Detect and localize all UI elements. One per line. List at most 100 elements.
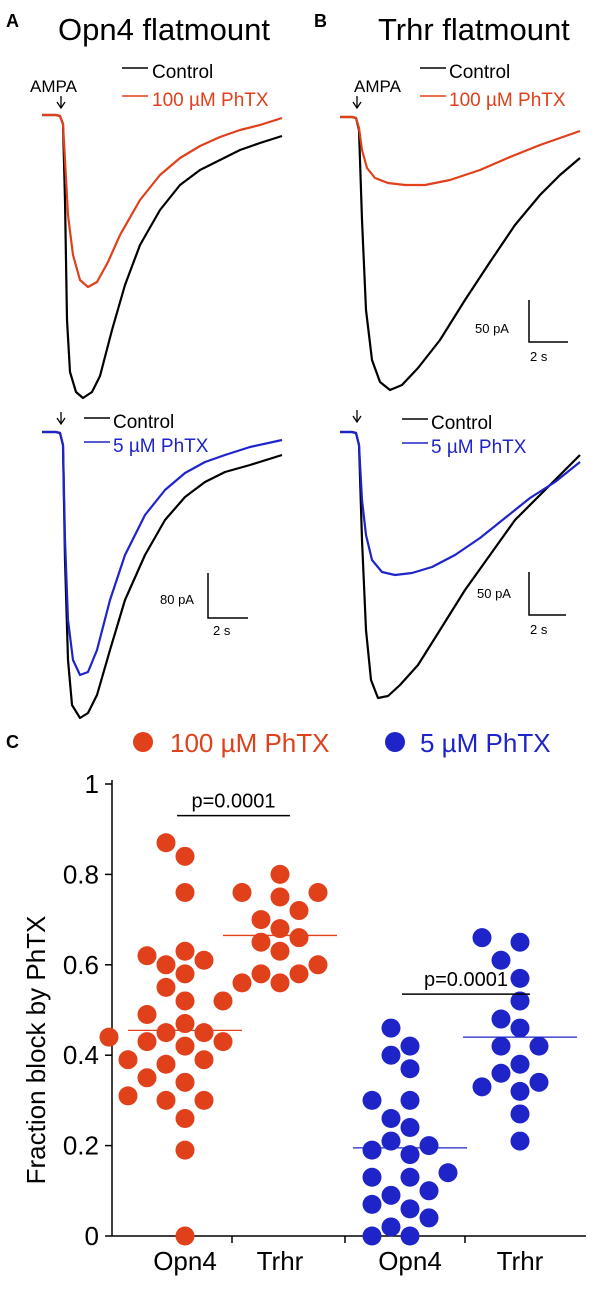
data-point <box>510 968 530 988</box>
y-tick-label: 0.2 <box>63 1131 99 1161</box>
legend-phtx-b-bottom: 5 µM PhTX <box>402 437 527 458</box>
data-point <box>472 928 492 948</box>
panel-a: A Opn4 flatmount AMPA Control 100 µM PhT… <box>6 11 283 720</box>
x-tick-label: Trhr <box>497 1246 544 1276</box>
data-point <box>156 977 176 997</box>
x-tick-label: Opn4 <box>378 1246 442 1276</box>
data-point <box>156 1054 176 1074</box>
trace-phtx-b-bottom <box>340 430 581 577</box>
data-point <box>362 1226 382 1246</box>
legend-marker-100-phtx <box>133 732 153 752</box>
panel-b-top: AMPA Control 100 µM PhTX 50 pA 2 s <box>340 62 581 392</box>
data-point <box>251 932 271 952</box>
trace-control-a-top <box>42 113 283 400</box>
data-point <box>400 1059 420 1079</box>
data-point <box>175 964 195 984</box>
stim-arrow-a-bottom <box>56 412 66 426</box>
svg-text:100 µM PhTX: 100 µM PhTX <box>449 90 566 111</box>
data-point <box>510 1018 530 1038</box>
data-point <box>156 1023 176 1043</box>
panel-letter-c: C <box>6 732 19 752</box>
legend-c-5: 5 µM PhTX <box>385 728 551 758</box>
y-tick-label: 0.6 <box>63 950 99 980</box>
scale-label-y-a-bottom: 80 pA <box>160 592 194 607</box>
significance-label: p=0.0001 <box>424 969 508 991</box>
data-point <box>400 1145 420 1165</box>
legend-control-a-bottom: Control <box>84 412 174 433</box>
data-point <box>289 901 309 921</box>
y-tick-label: 1 <box>85 769 99 799</box>
data-point <box>510 1131 530 1151</box>
data-point <box>289 964 309 984</box>
svg-text:Control: Control <box>152 62 213 83</box>
significance-label: p=0.0001 <box>192 791 276 813</box>
data-point <box>400 1167 420 1187</box>
legend-control-b-top: Control <box>420 62 510 83</box>
scale-label-x-a-bottom: 2 s <box>213 623 231 638</box>
panel-a-title: Opn4 flatmount <box>58 12 270 47</box>
panel-a-top: AMPA Control 100 µM PhTX <box>30 62 283 400</box>
data-point <box>175 991 195 1011</box>
scale-label-y-b-bottom: 50 pA <box>477 586 511 601</box>
svg-text:Control: Control <box>113 412 174 433</box>
legend-c-100: 100 µM PhTX <box>133 728 330 758</box>
data-point <box>213 991 233 1011</box>
panel-b: B Trhr flatmount AMPA Control 100 µM PhT… <box>314 11 581 700</box>
data-point <box>381 1217 401 1237</box>
data-point <box>529 1036 549 1056</box>
data-point <box>381 1045 401 1065</box>
svg-text:100 µM PhTX: 100 µM PhTX <box>152 90 269 111</box>
data-point <box>137 1005 157 1025</box>
data-point <box>419 1208 439 1228</box>
panel-b-title: Trhr flatmount <box>378 12 570 47</box>
scale-bar-b-top: 50 pA 2 s <box>475 300 568 364</box>
panel-a-stim-label: AMPA <box>30 77 78 96</box>
data-point <box>194 1090 214 1110</box>
data-point <box>510 1054 530 1074</box>
data-point <box>308 955 328 975</box>
data-point <box>438 1163 458 1183</box>
data-point <box>156 833 176 853</box>
stim-arrow-b-bottom <box>352 410 362 424</box>
data-point <box>362 1090 382 1110</box>
trace-phtx-a-bottom <box>42 430 283 677</box>
panel-c: C 100 µM PhTX 5 µM PhTX Fraction block b… <box>6 728 586 1276</box>
data-point <box>400 1226 420 1246</box>
scale-bar-a-bottom: 80 pA 2 s <box>160 573 248 638</box>
data-point <box>156 1090 176 1110</box>
scale-label-y-b-top: 50 pA <box>475 321 509 336</box>
data-point <box>510 991 530 1011</box>
data-point <box>381 1131 401 1151</box>
data-point <box>400 1036 420 1056</box>
data-point <box>118 1086 138 1106</box>
data-point <box>137 946 157 966</box>
data-point <box>491 1009 511 1029</box>
svg-text:Control: Control <box>449 62 510 83</box>
data-point <box>362 1194 382 1214</box>
data-point <box>510 1081 530 1101</box>
data-point <box>491 1036 511 1056</box>
x-tick-label: Opn4 <box>153 1246 217 1276</box>
data-point <box>529 1072 549 1092</box>
y-tick-label: 0.4 <box>63 1040 99 1070</box>
data-point <box>251 964 271 984</box>
data-point <box>400 1118 420 1138</box>
trace-control-a-bottom <box>42 430 283 720</box>
data-point <box>137 1068 157 1088</box>
svg-text:5 µM PhTX: 5 µM PhTX <box>431 437 527 458</box>
legend-label-100-phtx: 100 µM PhTX <box>170 728 330 758</box>
legend-label-5-phtx: 5 µM PhTX <box>420 728 551 758</box>
data-point <box>175 1140 195 1160</box>
data-point <box>175 941 195 961</box>
data-point <box>194 950 214 970</box>
data-point <box>362 1167 382 1187</box>
data-point <box>118 1050 138 1070</box>
data-point <box>419 1181 439 1201</box>
panel-b-stim-label: AMPA <box>354 77 402 96</box>
data-point <box>137 1032 157 1052</box>
data-point <box>156 955 176 975</box>
svg-text:Control: Control <box>431 413 492 434</box>
scale-label-x-b-top: 2 s <box>530 349 548 364</box>
panel-a-bottom: Control 5 µM PhTX 80 pA 2 s <box>42 412 283 720</box>
